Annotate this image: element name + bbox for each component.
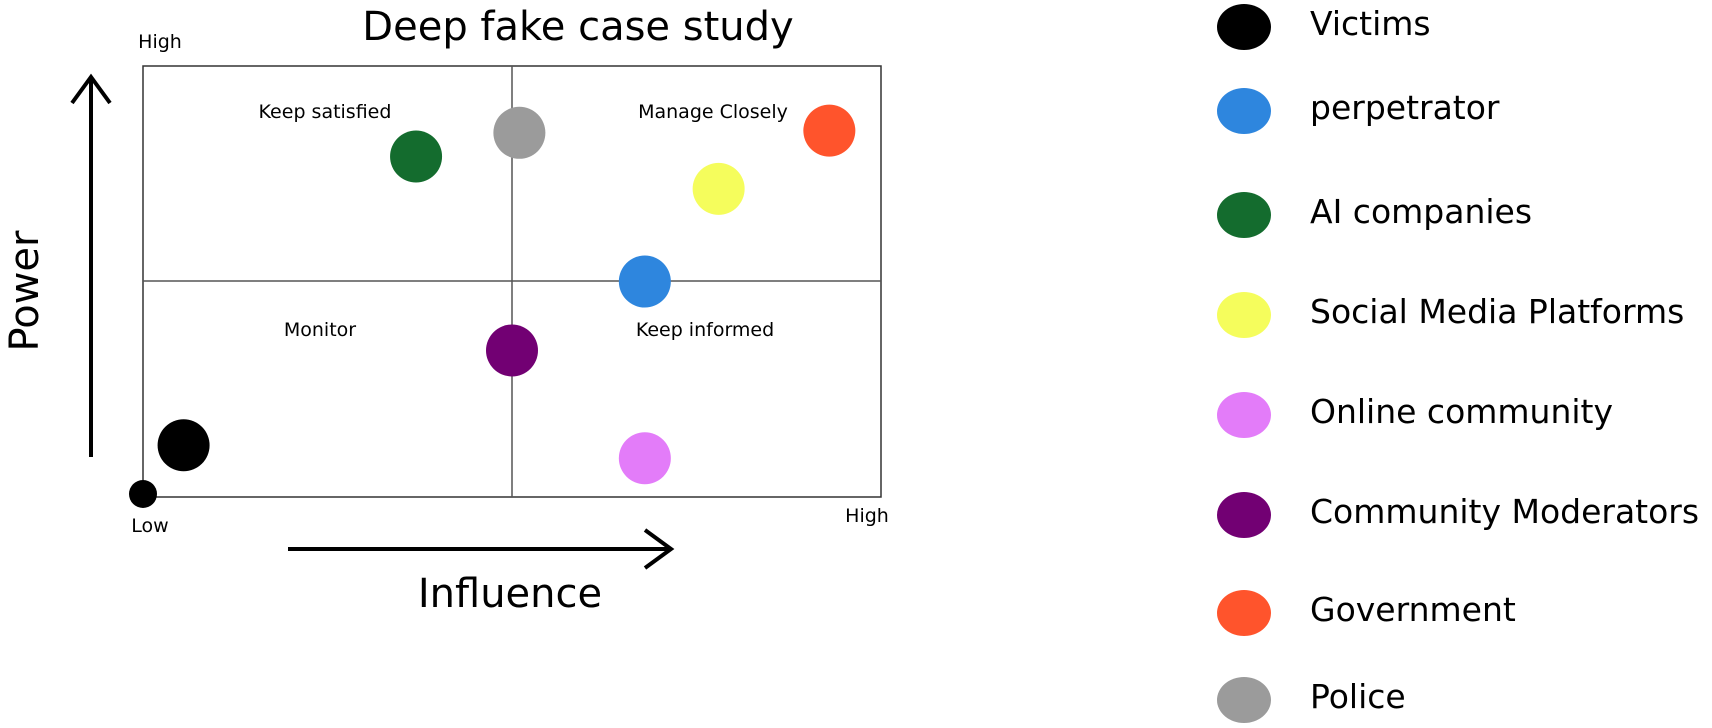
legend-label: Online community xyxy=(1310,392,1613,431)
legend-item-online-community: Online community xyxy=(1217,392,1613,438)
x-tick-low: Low xyxy=(131,515,168,537)
x-axis-arrow-icon xyxy=(288,528,675,570)
y-axis-label: Power xyxy=(2,230,48,351)
data-point-victims xyxy=(157,419,210,472)
legend-item-ai-companies: AI companies xyxy=(1217,192,1532,238)
legend-marker xyxy=(1217,492,1271,538)
legend: Victims perpetrator AI companies Social Med… xyxy=(1217,4,1699,723)
origin-dot xyxy=(129,480,157,508)
legend-label: Victims xyxy=(1310,4,1431,43)
legend-item-social-media-platforms: Social Media Platforms xyxy=(1217,292,1684,338)
legend-marker xyxy=(1217,4,1271,50)
legend-item-victims: Victims xyxy=(1217,4,1431,50)
legend-label: Police xyxy=(1310,677,1406,716)
data-point-ai-companies xyxy=(390,130,443,183)
data-point-community-moderators xyxy=(486,324,538,377)
chart-title: Deep fake case study xyxy=(362,4,793,50)
data-point-social-media-platforms xyxy=(692,162,745,215)
data-points xyxy=(157,104,856,485)
data-point-police xyxy=(493,106,546,159)
x-tick-high: High xyxy=(845,505,889,527)
legend-item-government: Government xyxy=(1217,590,1516,636)
quadrant-label-manage-closely: Manage Closely xyxy=(638,101,788,123)
legend-label: Community Moderators xyxy=(1310,492,1699,531)
legend-marker xyxy=(1217,590,1271,636)
legend-marker xyxy=(1217,677,1271,723)
y-axis-arrow-icon xyxy=(70,73,112,457)
data-point-online-community xyxy=(618,432,671,485)
legend-item-police: Police xyxy=(1217,677,1406,723)
quadrant-label-monitor: Monitor xyxy=(284,319,356,341)
quadrant-label-keep-satisfied: Keep satisfied xyxy=(259,101,392,123)
data-point-government xyxy=(803,104,856,157)
legend-marker xyxy=(1217,392,1271,438)
x-axis-label: Influence xyxy=(418,571,602,617)
quadrant-label-keep-informed: Keep informed xyxy=(636,319,774,341)
legend-item-community-moderators: Community Moderators xyxy=(1217,492,1699,538)
legend-marker xyxy=(1217,192,1271,238)
legend-marker xyxy=(1217,88,1271,134)
legend-label: AI companies xyxy=(1310,192,1532,231)
data-point-perpetrator xyxy=(618,255,671,308)
y-tick-high: High xyxy=(138,31,182,53)
legend-item-perpetrator: perpetrator xyxy=(1217,88,1500,134)
legend-label: Government xyxy=(1310,590,1516,629)
legend-label: perpetrator xyxy=(1310,88,1500,127)
legend-marker xyxy=(1217,292,1271,338)
legend-label: Social Media Platforms xyxy=(1310,292,1684,331)
